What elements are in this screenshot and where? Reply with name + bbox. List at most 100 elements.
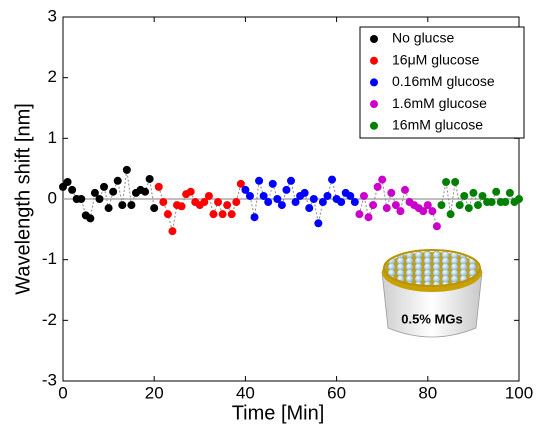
data-point (250, 213, 259, 222)
data-point (287, 176, 295, 185)
data-point (396, 207, 405, 216)
data-point (314, 219, 323, 228)
data-point (346, 191, 355, 200)
y-tick-label: -3 (42, 370, 57, 389)
inset-illustration: 0.5% MGs (381, 249, 483, 338)
data-point (455, 201, 464, 210)
data-point (464, 204, 473, 213)
legend-marker (370, 78, 378, 87)
data-point (154, 182, 163, 191)
data-point (109, 187, 118, 196)
y-tick-label: -1 (42, 249, 57, 268)
data-point (227, 210, 236, 219)
y-tick-label: 1 (48, 128, 57, 147)
data-point (218, 210, 227, 219)
data-point (378, 175, 387, 184)
data-point (359, 191, 368, 200)
legend-label: 1.6mM glucose (392, 95, 487, 111)
data-point (364, 213, 373, 222)
y-tick-label: 3 (48, 6, 57, 25)
data-point (282, 185, 291, 194)
legend-marker (370, 121, 378, 130)
data-point (68, 185, 77, 194)
y-tick-label: 0 (48, 188, 57, 207)
data-point (387, 188, 396, 197)
data-point (437, 201, 446, 210)
data-point (186, 187, 195, 196)
data-point (118, 201, 127, 210)
data-point (150, 204, 159, 213)
legend-label: 0.16mM glucose (392, 73, 495, 89)
data-point (305, 204, 314, 213)
x-tick-label: 0 (58, 383, 67, 402)
series-line (440, 181, 520, 215)
data-point (469, 188, 478, 197)
data-point (277, 201, 286, 210)
data-point (268, 179, 277, 188)
data-point (328, 175, 337, 184)
x-tick-label: 60 (327, 383, 346, 402)
data-point (451, 178, 460, 187)
y-tick-label: -2 (42, 310, 57, 329)
legend-label: No glucse (392, 30, 454, 46)
legend-marker (370, 35, 378, 43)
data-point (90, 188, 99, 197)
data-point (369, 201, 378, 210)
data-point (141, 187, 150, 196)
x-axis-label: Time [Min] (232, 402, 325, 424)
data-point (391, 201, 400, 210)
data-point (77, 195, 86, 203)
y-axis-label: Wavelength shift [nm] (12, 103, 34, 295)
data-point (204, 191, 213, 200)
data-point (501, 198, 510, 207)
data-point (100, 182, 109, 191)
data-point (487, 198, 496, 207)
data-point (95, 195, 104, 203)
data-point (113, 176, 122, 185)
data-point (214, 198, 223, 207)
data-point (373, 182, 382, 191)
data-point (309, 195, 318, 203)
data-point (337, 198, 346, 207)
legend-marker (370, 100, 378, 109)
data-point (323, 191, 332, 200)
data-point (318, 198, 327, 207)
data-point (419, 207, 428, 216)
x-tick-label: 100 (505, 383, 533, 402)
data-point (145, 174, 154, 183)
legend-label: 16mM glucose (392, 117, 483, 133)
data-point (245, 191, 254, 200)
data-point (168, 227, 177, 236)
data-point (177, 202, 186, 211)
data-point (460, 191, 469, 200)
legend-box (359, 26, 525, 139)
data-point (122, 165, 131, 174)
data-point (446, 210, 455, 219)
legend-marker (370, 56, 378, 65)
data-point (63, 178, 72, 187)
data-point (209, 210, 218, 219)
data-point (255, 176, 264, 185)
data-point (432, 222, 441, 231)
data-point (492, 187, 501, 196)
data-point (442, 178, 451, 187)
data-point (127, 201, 136, 210)
data-point (241, 185, 250, 194)
data-point (350, 198, 359, 207)
data-point (515, 195, 523, 203)
data-point (382, 204, 391, 213)
x-tick-label: 40 (236, 383, 255, 402)
x-tick-label: 80 (418, 383, 437, 402)
data-point (428, 207, 437, 216)
data-point (236, 179, 245, 188)
legend-label: 16μM glucose (392, 51, 480, 67)
data-point (300, 188, 309, 197)
x-tick-label: 20 (145, 383, 164, 402)
data-point (291, 198, 300, 207)
data-point (259, 191, 268, 200)
data-point (163, 210, 172, 219)
data-point (505, 188, 514, 197)
data-point (273, 195, 282, 203)
data-point (423, 201, 432, 210)
